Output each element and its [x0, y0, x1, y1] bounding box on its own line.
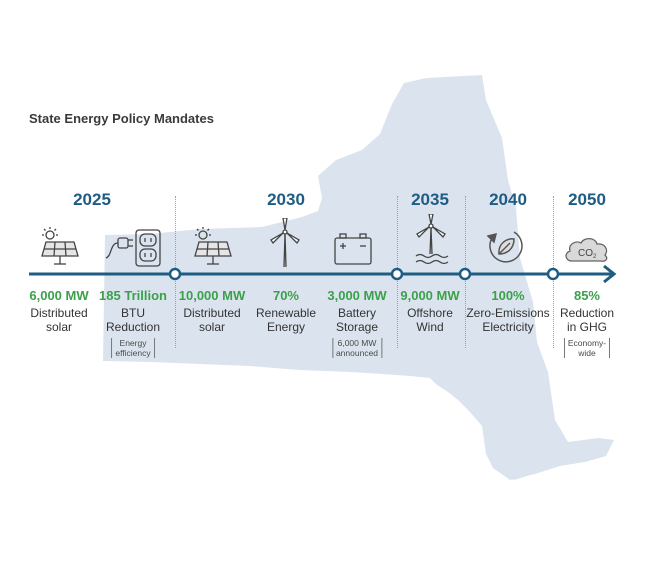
co2-cloud-icon: CO 2 [565, 237, 608, 262]
timeline-node-2030 [168, 267, 182, 281]
milestone-value: 185 Trillion [99, 288, 167, 303]
year-2040: 2040 [489, 190, 527, 209]
solar-panel-icon [194, 227, 232, 265]
milestone-note: Energy efficiency [111, 338, 155, 358]
milestone-value: 6,000 MW [29, 288, 89, 303]
milestone-battery-storage: 3,000 MW Battery Storage 6,000 MW announ… [327, 288, 387, 361]
offshore-wind-icon [415, 214, 449, 265]
milestone-value: 9,000 MW [400, 288, 460, 303]
milestone-value: 100% [491, 288, 525, 303]
milestone-distributed-solar-2030: 10,000 MW Distributed solar [179, 288, 245, 334]
solar-panel-icon [41, 227, 79, 265]
battery-icon [334, 233, 372, 265]
milestone-btu-reduction: 185 Trillion BTU Reduction Energy effici… [99, 288, 167, 361]
milestone-offshore-wind: 9,000 MW Offshore Wind [400, 288, 459, 334]
timeline-arrow [29, 264, 617, 284]
year-2025: 2025 [73, 190, 111, 209]
milestone-value: 3,000 MW [327, 288, 387, 303]
milestone-renewable-energy: 70% Renewable Energy [256, 288, 316, 334]
milestone-label: Distributed solar [183, 306, 241, 334]
timeline-node-2040 [458, 267, 472, 281]
milestone-label: Renewable Energy [255, 306, 317, 334]
timeline-node-2050 [546, 267, 560, 281]
milestone-label: Zero-Emissions Electricity [466, 306, 550, 334]
milestone-ghg-reduction: 85% Reduction in GHG Economy- wide [560, 288, 614, 361]
co2-subscript: 2 [593, 254, 597, 260]
milestone-value: 10,000 MW [178, 288, 246, 303]
milestone-value: 70% [272, 288, 300, 303]
milestone-label: BTU Reduction [105, 306, 161, 334]
year-2030: 2030 [267, 190, 305, 209]
milestone-label: Battery Storage [335, 306, 379, 334]
wind-turbine-icon [270, 218, 300, 268]
milestone-label: Offshore Wind [407, 306, 453, 334]
milestone-note: 6,000 MW announced [331, 338, 383, 358]
milestone-value: 85% [573, 288, 601, 303]
year-2035: 2035 [411, 190, 449, 209]
milestone-distributed-solar-2025: 6,000 MW Distributed solar [29, 288, 88, 334]
co2-label: CO [578, 248, 593, 259]
year-2050: 2050 [568, 190, 606, 209]
milestone-label: Reduction in GHG [559, 306, 615, 334]
milestone-label: Distributed solar [30, 306, 88, 334]
milestone-zero-emissions: 100% Zero-Emissions Electricity [466, 288, 549, 334]
recycle-leaf-icon [486, 231, 523, 263]
plug-outlet-icon [105, 229, 161, 267]
milestone-note: Economy- wide [563, 338, 611, 358]
diagram-title: State Energy Policy Mandates [29, 111, 214, 126]
timeline-node-2035 [390, 267, 404, 281]
